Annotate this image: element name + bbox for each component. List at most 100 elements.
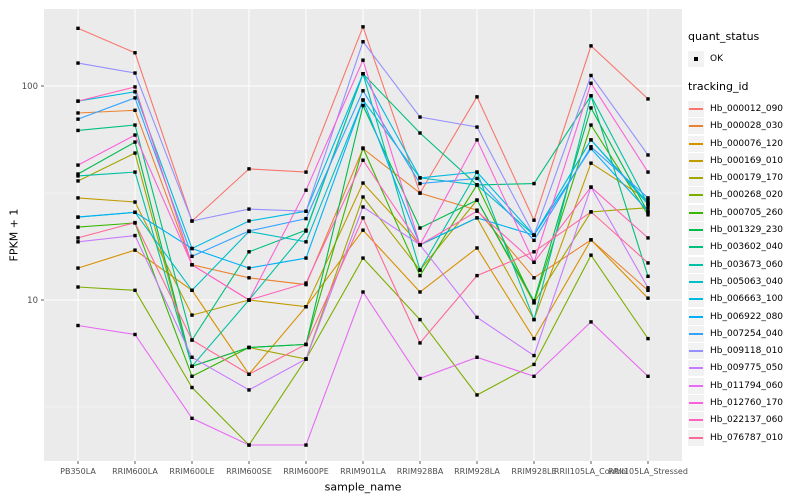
- data-point: [646, 213, 650, 217]
- x-tick-label: RRIM901LA: [340, 467, 386, 476]
- legend-item-Hb_011794_060: Hb_011794_060: [688, 377, 800, 394]
- data-point: [532, 260, 536, 265]
- legend-key-swatch: [688, 412, 704, 429]
- data-point: [133, 140, 137, 144]
- data-point: [76, 323, 80, 328]
- legend-label: Hb_009775_050: [710, 363, 784, 374]
- legend-key-swatch: [688, 239, 704, 256]
- data-point: [589, 145, 593, 149]
- legend-key-swatch: [688, 343, 704, 360]
- legend-tracking-id: tracking_id Hb_000012_090 Hb_000028_030 Hb…: [688, 80, 800, 446]
- legend-key-swatch: [688, 187, 704, 204]
- data-point: [475, 125, 479, 129]
- data-point: [646, 374, 650, 379]
- data-point: [475, 209, 479, 213]
- data-point: [133, 233, 137, 238]
- data-point: [475, 170, 479, 174]
- legend-key-swatch: [688, 325, 704, 342]
- legend-key-line-icon: [689, 263, 703, 266]
- data-point: [190, 219, 194, 223]
- data-point: [589, 123, 593, 127]
- legend-item-Hb_001329_230: Hb_001329_230: [688, 221, 800, 239]
- legend-key-line-icon: [689, 246, 703, 249]
- data-point: [133, 85, 137, 89]
- data-point: [133, 248, 137, 252]
- data-point: [646, 261, 650, 265]
- legend-item-Hb_000179_170: Hb_000179_170: [688, 169, 800, 187]
- data-point: [532, 299, 536, 303]
- data-point: [304, 170, 308, 174]
- data-point: [304, 240, 308, 244]
- legend-label: Hb_000076_120: [710, 138, 784, 149]
- x-tick-label: RRII105LA_Control: [554, 467, 628, 476]
- data-point: [589, 146, 593, 151]
- legend-key-swatch: [688, 118, 704, 135]
- data-point: [361, 146, 365, 150]
- data-point: [133, 170, 137, 174]
- data-point: [190, 374, 194, 379]
- data-point: [361, 158, 365, 162]
- data-point: [76, 99, 80, 103]
- legend-item-Hb_006663_100: Hb_006663_100: [688, 291, 800, 308]
- legend-item-Hb_009775_050: Hb_009775_050: [688, 360, 800, 377]
- data-point: [247, 207, 251, 211]
- data-point: [76, 61, 80, 65]
- data-point: [418, 268, 422, 272]
- data-point: [418, 317, 422, 322]
- data-point: [76, 285, 80, 289]
- data-point: [532, 317, 536, 322]
- legend-title-tracking-id: tracking_id: [688, 80, 749, 94]
- data-point: [247, 276, 251, 280]
- data-point: [418, 243, 422, 247]
- data-point: [76, 117, 80, 121]
- legend-item-Hb_003602_040: Hb_003602_040: [688, 239, 800, 256]
- data-point: [646, 336, 650, 341]
- x-tick-label: RRIM600PE: [283, 467, 329, 476]
- data-point: [589, 106, 593, 110]
- data-point: [418, 181, 422, 186]
- legend-label: Hb_011794_060: [710, 380, 784, 391]
- legend-key-swatch: [688, 360, 704, 377]
- data-point: [475, 95, 479, 99]
- data-point: [133, 200, 137, 204]
- data-point: [532, 218, 536, 222]
- data-point: [133, 51, 137, 55]
- legend-key-line-icon: [689, 280, 703, 283]
- data-point: [361, 98, 365, 102]
- data-point: [418, 191, 422, 195]
- data-point: [418, 290, 422, 294]
- legend-key-line-icon: [689, 107, 703, 110]
- legend-item-Hb_076787_010: Hb_076787_010: [688, 429, 800, 446]
- data-point: [133, 96, 137, 100]
- legend-key-line-icon: [689, 298, 703, 301]
- data-point: [589, 253, 593, 257]
- legend-item-Hb_005063_040: Hb_005063_040: [688, 273, 800, 290]
- data-point: [304, 229, 308, 233]
- data-point: [418, 131, 422, 135]
- data-point: [247, 219, 251, 223]
- data-point: [133, 123, 137, 127]
- data-point: [133, 90, 137, 94]
- legend-key-line-icon: [689, 125, 703, 128]
- legend-key-line-icon: [689, 367, 703, 370]
- data-point: [247, 372, 251, 376]
- data-point: [646, 286, 650, 290]
- data-point: [418, 273, 422, 278]
- data-point: [247, 298, 251, 302]
- legend-key-swatch: [688, 273, 704, 290]
- x-tick-label: RRIM928LE: [511, 467, 556, 476]
- data-point: [532, 301, 536, 305]
- legend-key-swatch: [688, 100, 704, 117]
- data-point: [190, 338, 194, 342]
- legend-item-Hb_000028_030: Hb_000028_030: [688, 118, 800, 135]
- data-point: [361, 181, 365, 185]
- data-point: [532, 238, 536, 243]
- data-point: [475, 138, 479, 142]
- data-point: [304, 305, 308, 309]
- data-point: [190, 246, 194, 251]
- data-point: [532, 233, 536, 237]
- data-point: [646, 205, 650, 210]
- data-point: [361, 89, 365, 93]
